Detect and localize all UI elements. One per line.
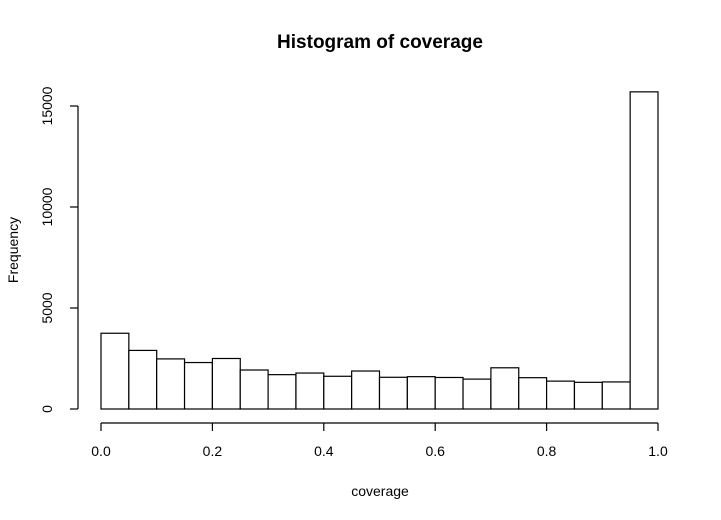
x-tick-label: 0.4 xyxy=(314,443,334,459)
histogram-bar xyxy=(295,372,325,410)
x-axis-label: coverage xyxy=(351,483,409,499)
histogram-bar xyxy=(100,332,130,410)
histogram-bar xyxy=(434,376,464,410)
x-tick-label: 0.6 xyxy=(425,443,445,459)
y-tick-label: 0 xyxy=(39,405,55,413)
histogram-bar xyxy=(601,381,631,410)
y-axis: 0 5000 10000 15000 xyxy=(39,86,79,413)
histogram-bar xyxy=(629,91,659,410)
histogram-bar xyxy=(406,376,436,410)
histogram-bar xyxy=(378,376,408,410)
x-tick-label: 0.0 xyxy=(91,443,111,459)
histogram-bar xyxy=(351,370,381,410)
bars-group xyxy=(100,91,659,410)
x-tick-label: 0.8 xyxy=(537,443,557,459)
histogram-bar xyxy=(518,377,548,410)
histogram-bar xyxy=(128,349,158,410)
histogram-bar xyxy=(267,374,297,410)
y-tick-label: 10000 xyxy=(39,187,55,226)
histogram-bar xyxy=(573,381,603,410)
x-tick-label: 0.2 xyxy=(203,443,223,459)
histogram-bar xyxy=(462,378,492,410)
chart-title: Histogram of coverage xyxy=(277,32,483,53)
histogram-bar xyxy=(239,369,269,410)
x-tick-label: 1.0 xyxy=(648,443,668,459)
y-tick-label: 5000 xyxy=(39,292,55,323)
x-axis: 0.0 0.2 0.4 0.6 0.8 1.0 xyxy=(91,422,668,459)
histogram-bar xyxy=(545,380,576,410)
histogram-bar xyxy=(323,375,353,410)
histogram-bar xyxy=(183,361,214,410)
histogram-bar xyxy=(211,357,241,410)
histogram-bar xyxy=(156,358,186,410)
y-axis-label: Frequency xyxy=(5,217,21,283)
histogram-bar xyxy=(490,367,520,410)
y-tick-label: 15000 xyxy=(39,86,55,125)
